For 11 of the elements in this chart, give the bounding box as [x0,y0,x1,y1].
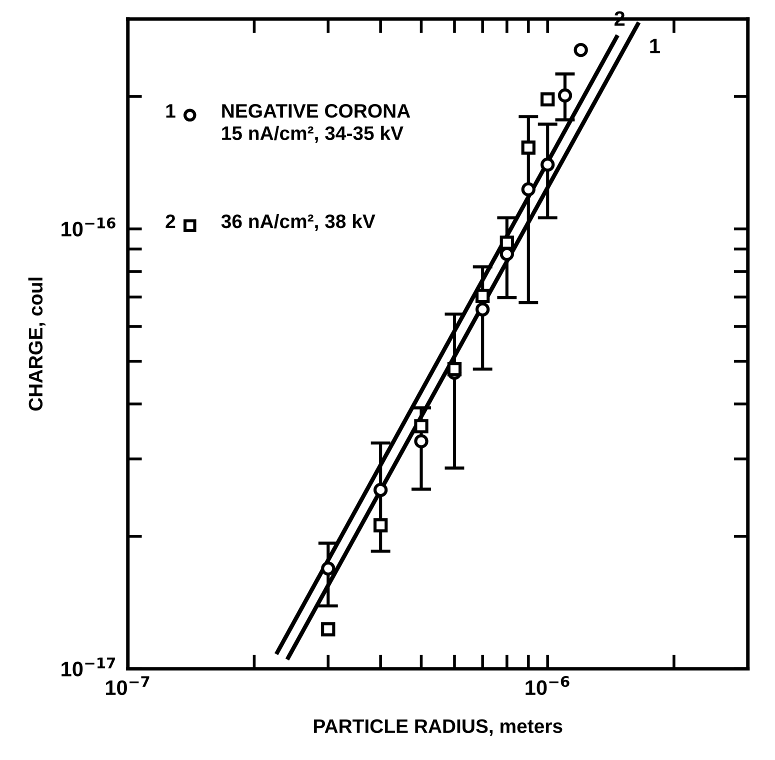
x-tick-label: 10$^{−6}$ [526,676,570,696]
legend-label: NEGATIVE CORONA 15 nA/cm², 34-35 kV [222,104,410,143]
y-tick-label: 10$^{−17}$ [62,658,116,676]
x-tick-label: 10$^{−7}$ [106,676,150,696]
y-axis-title: CHARGE, coul [28,278,46,411]
y-tick-label: 10$^{−16}$ [62,217,116,236]
text: 2 [166,214,176,228]
series-label: 1 [650,38,660,54]
legend-label: 36 nA/cm², 38 kV [221,214,376,232]
x-axis-title: PARTICLE RADIUS, meters [314,719,562,736]
text: 1 [166,104,176,118]
